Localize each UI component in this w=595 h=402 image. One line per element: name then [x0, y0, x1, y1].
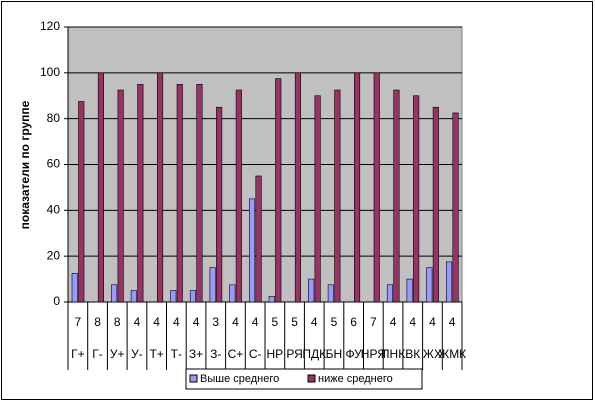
x-tick-label: Т- [171, 347, 182, 361]
bar [189, 290, 196, 303]
x-tick-number: 6 [350, 315, 357, 329]
bar [275, 78, 282, 303]
bar [294, 72, 302, 303]
bar [216, 106, 223, 303]
bar [432, 106, 439, 303]
x-tick-number: 4 [449, 315, 456, 329]
bar [406, 278, 413, 303]
bar [137, 83, 144, 303]
x-tick-label: С- [249, 347, 262, 361]
bar [353, 72, 361, 303]
x-tick-number: 7 [75, 315, 82, 329]
bar [209, 267, 216, 303]
bar [229, 284, 236, 303]
legend-label: ниже среднего [318, 373, 393, 385]
x-tick-number: 4 [429, 315, 436, 329]
y-axis-label: показатели по группе [18, 100, 32, 229]
x-tick-label: С+ [228, 347, 244, 361]
x-tick-number: 4 [232, 315, 239, 329]
bar [426, 267, 433, 303]
y-tick-label: 60 [47, 157, 61, 171]
bar [249, 198, 256, 303]
x-tick-label: ПДК [302, 347, 326, 361]
x-tick-label: Г- [92, 347, 103, 361]
bar [235, 89, 242, 303]
x-tick-label: НР [267, 347, 284, 361]
x-tick-label: ЖМК [438, 347, 466, 361]
bar [334, 89, 341, 303]
x-tick-number: 3 [212, 315, 219, 329]
bar [255, 175, 262, 303]
bar [327, 284, 334, 303]
x-tick-label: ПНК [381, 347, 405, 361]
x-tick-number: 5 [331, 315, 338, 329]
bar [413, 95, 420, 303]
bar [445, 261, 453, 303]
x-tick-label: БН [326, 347, 343, 361]
x-tick-number: 4 [390, 315, 397, 329]
x-tick-label: Т+ [149, 347, 163, 361]
bar [97, 72, 104, 303]
x-tick-label: НРЯ [361, 347, 386, 361]
bar [78, 101, 85, 303]
legend-label: Выше среднего [200, 373, 279, 385]
x-tick-number: 4 [173, 315, 180, 329]
legend-swatch [307, 374, 316, 383]
x-tick-label: У+ [110, 347, 125, 361]
x-tick-number: 7 [370, 315, 377, 329]
x-tick-label: ФУ [346, 347, 363, 361]
bar [117, 89, 124, 303]
x-tick-number: 4 [252, 315, 259, 329]
bar [196, 83, 203, 303]
y-tick-label: 20 [47, 248, 61, 262]
legend-swatch [189, 374, 198, 383]
x-tick-number: 4 [153, 315, 160, 329]
x-tick-number: 4 [134, 315, 141, 329]
y-tick-label: 120 [40, 19, 60, 33]
legend-box [185, 368, 423, 390]
bar [130, 290, 137, 303]
bar [268, 295, 275, 303]
bar [386, 284, 394, 303]
x-tick-number: 4 [311, 315, 318, 329]
y-tick-label: 0 [53, 294, 60, 308]
bar [157, 72, 164, 303]
bar [308, 278, 315, 303]
x-tick-label: РЯ [286, 347, 302, 361]
y-tick-label: 80 [47, 111, 61, 125]
x-tick-number: 4 [193, 315, 200, 329]
x-tick-number: 8 [94, 315, 101, 329]
x-tick-number: 5 [272, 315, 279, 329]
x-tick-label: ЖХ [423, 347, 442, 361]
x-tick-label: У- [131, 347, 143, 361]
x-tick-label: З- [210, 347, 221, 361]
bar [71, 273, 78, 303]
bar [373, 72, 380, 303]
x-tick-label: ВК [405, 347, 420, 361]
bar [393, 89, 400, 303]
x-tick-label: З+ [189, 347, 203, 361]
bar [111, 284, 118, 303]
bar [314, 95, 321, 303]
x-tick-number: 4 [409, 315, 416, 329]
x-tick-number: 8 [114, 315, 121, 329]
x-tick-label: Г+ [71, 347, 85, 361]
y-tick-label: 40 [47, 203, 61, 217]
x-tick-number: 5 [291, 315, 298, 329]
bar [170, 290, 177, 303]
bar [452, 112, 459, 303]
y-tick-label: 100 [40, 65, 60, 79]
bar [176, 83, 183, 303]
